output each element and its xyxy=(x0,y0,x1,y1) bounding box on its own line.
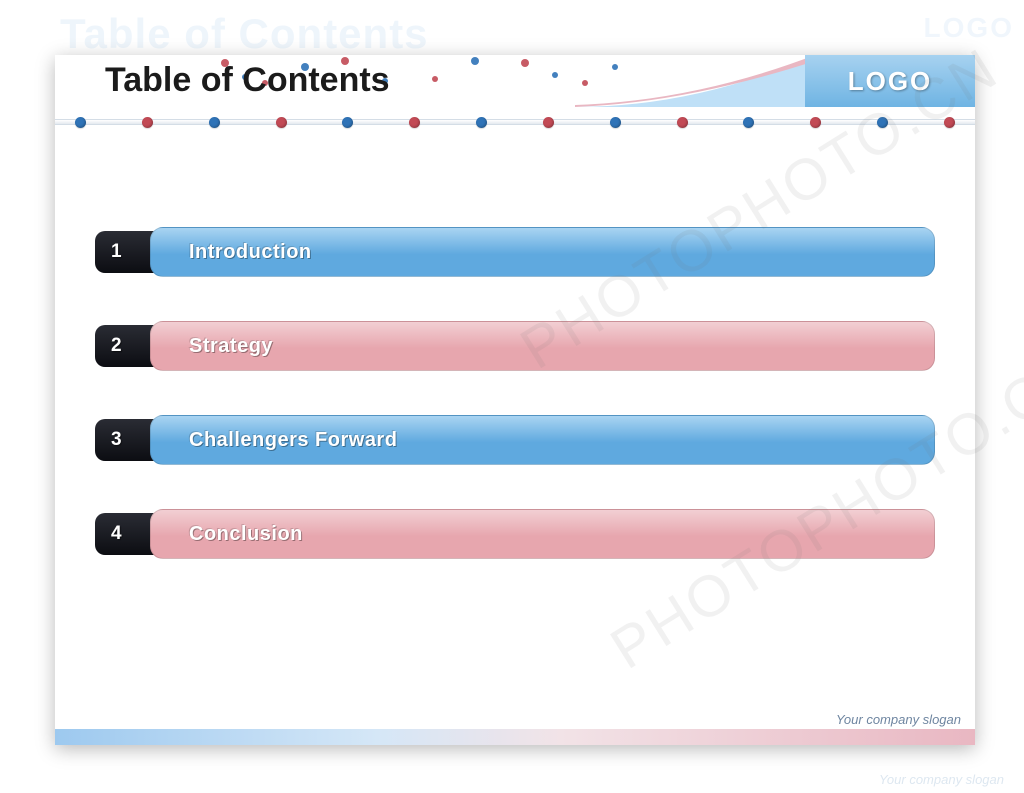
toc-item-label: Conclusion xyxy=(189,523,303,546)
blue-dot xyxy=(877,117,888,128)
logo-badge: LOGO xyxy=(805,55,975,107)
toc-item-bar: Strategy xyxy=(150,321,935,371)
toc-item-label: Strategy xyxy=(189,335,273,358)
blue-dot xyxy=(342,117,353,128)
toc-item-bar: Introduction xyxy=(150,227,935,277)
divider-dots xyxy=(75,117,955,128)
red-dot xyxy=(409,117,420,128)
toc-item-bar: Challengers Forward xyxy=(150,415,935,465)
header-curve xyxy=(575,55,815,107)
blue-dot xyxy=(743,117,754,128)
toc-item: 1Introduction xyxy=(95,227,935,279)
bg-title: Table of Contents xyxy=(60,10,429,58)
red-dot xyxy=(810,117,821,128)
red-dot xyxy=(944,117,955,128)
red-dot xyxy=(677,117,688,128)
red-dot xyxy=(142,117,153,128)
toc-item-bar: Conclusion xyxy=(150,509,935,559)
blue-dot xyxy=(476,117,487,128)
footer-slogan: Your company slogan xyxy=(836,712,961,727)
toc-list: 1Introduction 2Strategy 3Challengers Forwa… xyxy=(55,137,975,561)
slide-header: Table of Contents LOGO xyxy=(55,55,975,107)
slide-card: Table of Contents LOGO 1Introduction 2Str… xyxy=(55,55,975,745)
toc-item: 4Conclusion xyxy=(95,509,935,561)
toc-item-label: Challengers Forward xyxy=(189,429,397,452)
blue-dot xyxy=(209,117,220,128)
footer-gradient xyxy=(55,729,975,745)
bg-logo: LOGO xyxy=(924,12,1014,44)
toc-item: 2Strategy xyxy=(95,321,935,373)
toc-item: 3Challengers Forward xyxy=(95,415,935,467)
blue-dot xyxy=(75,117,86,128)
page-title: Table of Contents xyxy=(105,61,390,100)
red-dot xyxy=(543,117,554,128)
red-dot xyxy=(276,117,287,128)
toc-item-label: Introduction xyxy=(189,241,312,264)
header-divider xyxy=(55,109,975,137)
blue-dot xyxy=(610,117,621,128)
bg-footer: Your company slogan xyxy=(879,772,1004,787)
